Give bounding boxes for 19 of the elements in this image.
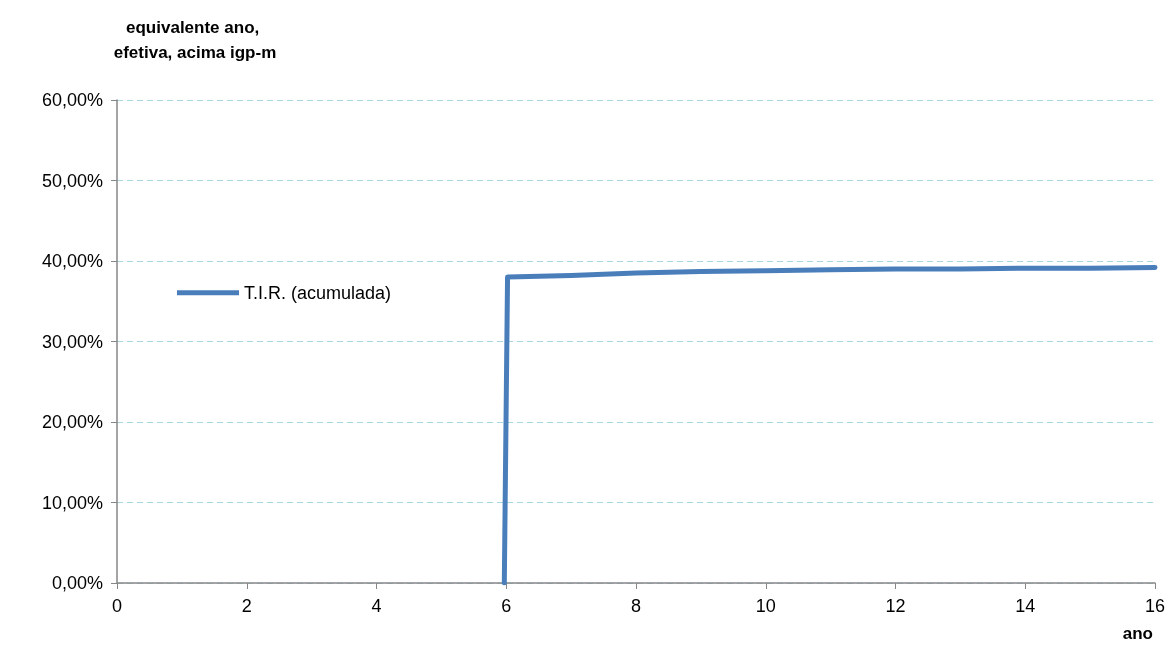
y-tick-label: 30,00% — [41, 331, 103, 352]
x-tick-label: 2 — [241, 596, 252, 616]
x-tick-label: 10 — [755, 596, 776, 616]
y-tick-label: 10,00% — [41, 492, 103, 513]
y-tick-label: 40,00% — [41, 251, 103, 271]
y-tick-label: 20,00% — [41, 412, 103, 432]
x-tick-label: 6 — [501, 596, 512, 616]
x-tick-label: 0 — [111, 596, 123, 616]
x-tick-label: 8 — [630, 596, 642, 616]
y-axis-title: equivalente ano, efetiva, acima igp-m — [113, 18, 277, 62]
legend-label: T.I.R. (acumulada) — [244, 282, 392, 303]
x-axis-title: ano — [1122, 624, 1153, 643]
y-tick-label: 60,00% — [41, 90, 103, 110]
x-tick-label: 12 — [885, 596, 906, 616]
y-tick-label: 0,00% — [51, 573, 103, 593]
x-tick-label: 16 — [1144, 596, 1166, 616]
x-tick-label: 4 — [371, 596, 382, 616]
x-tick-label: 14 — [1015, 596, 1036, 616]
y-tick-label: 50,00% — [41, 170, 103, 191]
